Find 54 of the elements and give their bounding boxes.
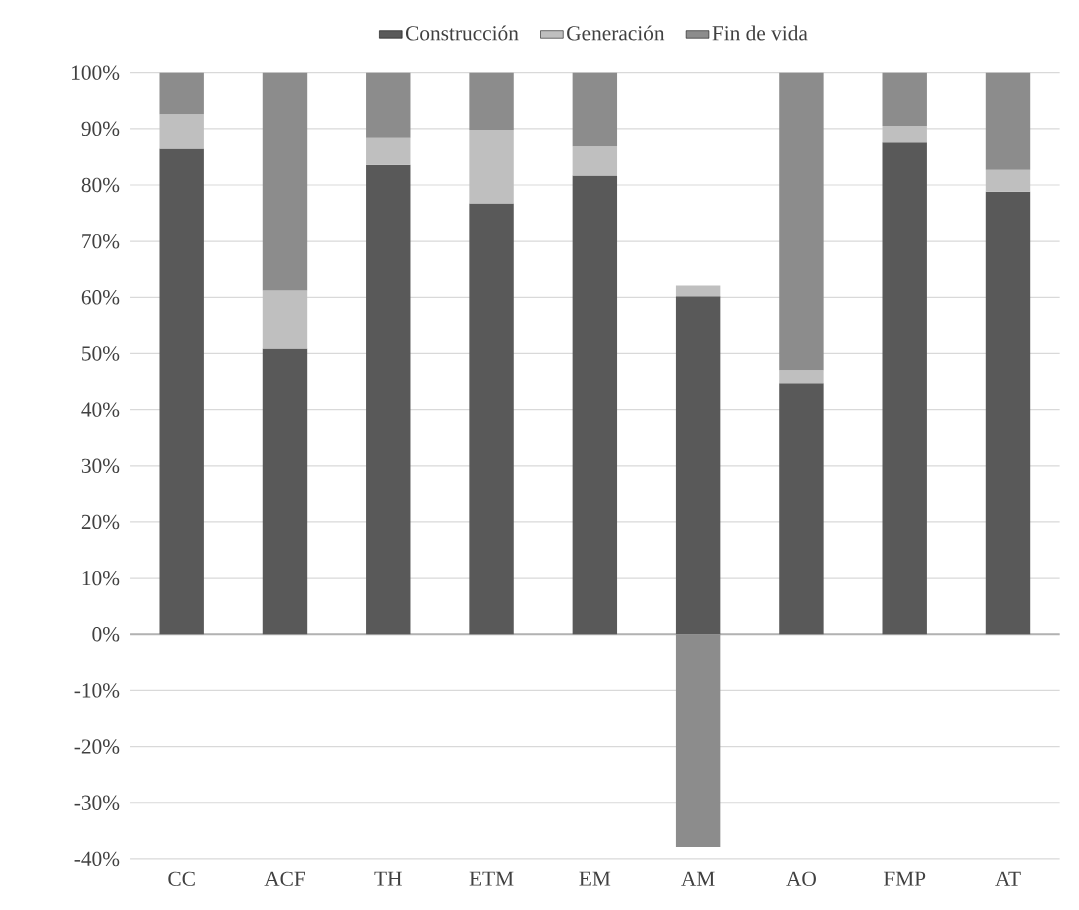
x-tick-label: AM (681, 871, 715, 886)
y-tick-label: 90% (81, 121, 120, 137)
bar (779, 72, 824, 371)
y-tick-label: 50% (82, 346, 120, 361)
bar (572, 175, 618, 635)
bar (882, 126, 927, 143)
bar (675, 634, 721, 848)
legend-label: Fin de vida (712, 25, 808, 41)
legend-label: Construcción (405, 25, 519, 41)
bar (469, 203, 514, 635)
x-tick-label: FMP (883, 871, 926, 886)
bar (675, 296, 721, 635)
x-tick-label: CC (168, 871, 195, 887)
bar (469, 130, 514, 204)
x-tick-label: AO (786, 871, 816, 887)
y-tick-label: 70% (82, 234, 120, 249)
bar (572, 146, 618, 176)
bar (985, 170, 1031, 192)
y-tick-label: -10% (74, 683, 120, 698)
bar (159, 148, 204, 635)
y-tick-label: 20% (81, 514, 120, 530)
bar (366, 164, 411, 635)
y-tick-label: 30% (81, 458, 120, 474)
y-tick-label: -40% (74, 851, 120, 867)
x-tick-label: AT (995, 871, 1021, 886)
bar (469, 72, 514, 131)
x-tick-label: TH (374, 871, 402, 886)
bar (675, 285, 721, 297)
y-tick-label: -20% (74, 739, 120, 755)
bar (985, 191, 1031, 635)
bar (882, 142, 927, 635)
x-tick-label: ACF (264, 871, 305, 887)
bar (779, 370, 824, 384)
x-tick-label: ETM (469, 871, 514, 886)
bar (779, 383, 824, 635)
bar (366, 138, 411, 165)
y-tick-label: 100% (72, 65, 120, 81)
bar (262, 72, 308, 291)
y-tick-label: 0% (92, 627, 120, 642)
bar (366, 72, 411, 139)
bar (262, 290, 308, 349)
bar (985, 72, 1031, 171)
bar (159, 72, 204, 115)
y-tick-label: 40% (81, 402, 120, 418)
x-tick-label: EM (579, 871, 611, 886)
bar (882, 72, 927, 127)
legend-label: Generación (567, 25, 665, 41)
y-tick-label: 60% (81, 290, 120, 305)
y-tick-label: 10% (82, 571, 120, 586)
bar (159, 114, 204, 149)
bar (572, 72, 618, 147)
bar (262, 348, 308, 635)
y-tick-label: -30% (74, 795, 120, 811)
y-tick-label: 80% (81, 177, 120, 193)
